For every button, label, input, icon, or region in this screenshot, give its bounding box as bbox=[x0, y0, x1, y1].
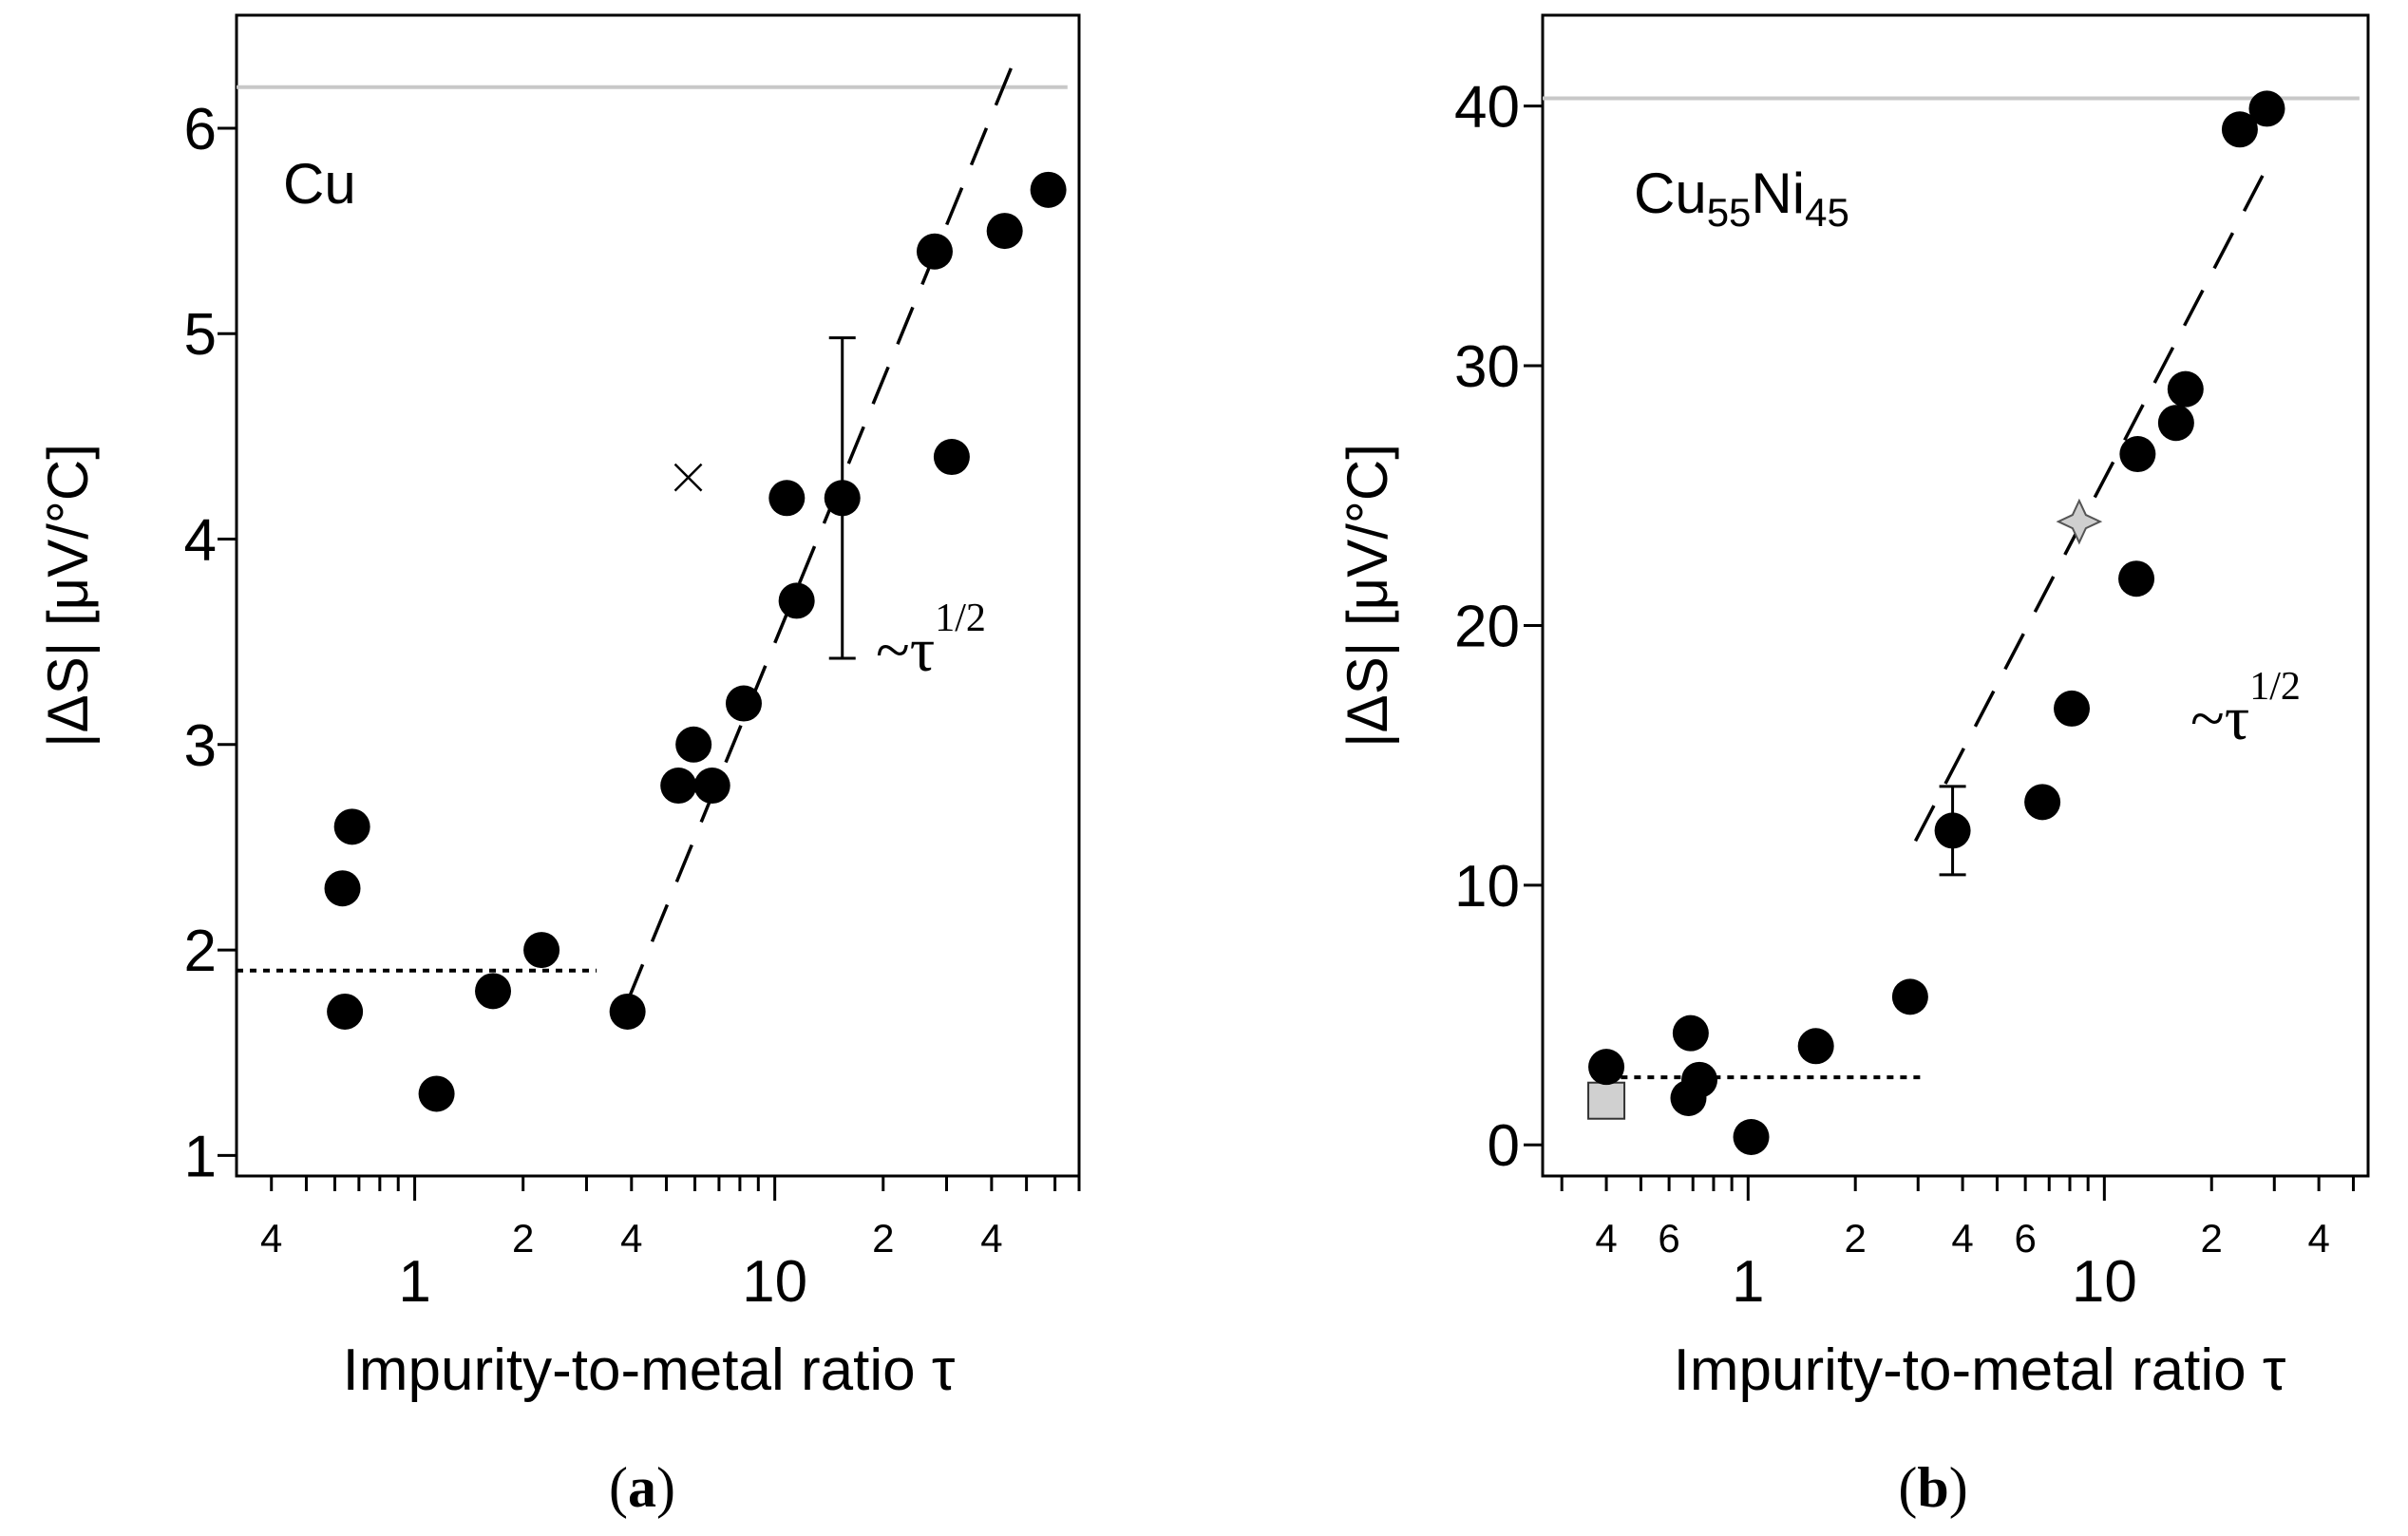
panel-a-sqrt-fit-line bbox=[626, 66, 1014, 1002]
panel-a-data-point bbox=[418, 1075, 455, 1112]
panel-b-label-el1: Cu bbox=[1634, 161, 1707, 225]
panel-b-x-major-tick-label: 10 bbox=[2072, 1249, 2137, 1315]
panel-b-data-point bbox=[1672, 1015, 1709, 1052]
panel-b-y-tick-label: 30 bbox=[1454, 334, 1520, 400]
panel-b-data-point bbox=[2167, 370, 2204, 408]
panel-a-cross-point bbox=[673, 463, 703, 492]
panel-b-x-minor-tick-label: 4 bbox=[2307, 1216, 2329, 1261]
panel-a-y-tick-label: 5 bbox=[184, 302, 217, 368]
panel-b-caption: (b) bbox=[1898, 1456, 1967, 1519]
panel-b-caption-open: ( bbox=[1898, 1456, 1917, 1519]
panel-b-data-point bbox=[2157, 405, 2194, 442]
panel-a-caption-open: ( bbox=[609, 1456, 628, 1519]
panel-b-x-minor-tick-label: 2 bbox=[1845, 1216, 1867, 1261]
panel-a-data-point bbox=[1030, 171, 1067, 208]
panel-b-label-el2: Ni bbox=[1751, 161, 1805, 225]
panel-b-data-point bbox=[2054, 690, 2091, 727]
panel-b-y-tick-label: 10 bbox=[1454, 854, 1520, 920]
panel-b-x-axis-label: Impurity-to-metal ratio τ bbox=[1674, 1337, 2286, 1403]
panel-b-caption-letter: b bbox=[1917, 1456, 1948, 1519]
panel-a-caption-letter: a bbox=[628, 1456, 656, 1519]
panel-a-y-tick-label: 2 bbox=[184, 919, 217, 984]
panel-a-data-point bbox=[324, 870, 361, 907]
panel-b-x-minor-tick-label: 6 bbox=[1658, 1216, 1679, 1261]
panel-a-y-tick-label: 6 bbox=[184, 97, 217, 162]
panel-b-y-tick-label: 40 bbox=[1454, 75, 1520, 141]
panel-b-data-point bbox=[1733, 1118, 1770, 1155]
panel-a-data-point bbox=[675, 726, 712, 763]
panel-a-data-point bbox=[768, 480, 806, 517]
panel-a-caption: (a) bbox=[609, 1456, 675, 1519]
panel-a-data-point bbox=[333, 808, 370, 845]
panel-b-data-point bbox=[2118, 560, 2155, 597]
panel-b-x-minor-tick-label: 2 bbox=[2201, 1216, 2223, 1261]
panel-a-data-point bbox=[523, 932, 560, 969]
panel-b-data-point bbox=[1934, 812, 1971, 849]
panel-b-data-point bbox=[2248, 90, 2285, 127]
panel-a-sqrt-annotation: ~τ1/2 bbox=[876, 597, 986, 685]
panel-b: Cu55Ni45 |ΔS| [μV/°C] Impurity-to-metal … bbox=[1336, 13, 2370, 1519]
panel-b-data-point bbox=[2221, 111, 2258, 148]
panel-b-y-axis-label: |ΔS| [μV/°C] bbox=[1336, 444, 1399, 748]
panel-b-y-tick-label: 0 bbox=[1488, 1113, 1520, 1179]
panel-b-data-point bbox=[1588, 1049, 1625, 1086]
panel-b-caption-close: ) bbox=[1949, 1456, 1968, 1519]
panel-b-data-point bbox=[1797, 1028, 1834, 1065]
panel-b-data-point bbox=[1681, 1061, 1718, 1098]
panel-a-x-minor-tick-label: 4 bbox=[620, 1216, 642, 1261]
panel-b-plot-frame bbox=[1541, 13, 2370, 1178]
panel-a-data-point bbox=[327, 993, 364, 1030]
panel-a-x-axis-label: Impurity-to-metal ratio τ bbox=[343, 1337, 956, 1403]
panel-a-plot-frame bbox=[235, 13, 1081, 1178]
panel-a-data-point bbox=[660, 768, 697, 805]
panel-a-data-point bbox=[609, 993, 646, 1030]
panel-b-sqrt-annotation: ~τ1/2 bbox=[2190, 665, 2301, 753]
panel-a-data-point bbox=[725, 685, 762, 722]
panel-b-annotation-exponent: 1/2 bbox=[2249, 665, 2301, 709]
panel-a-caption-close: ) bbox=[656, 1456, 675, 1519]
panel-b-square-point bbox=[1587, 1081, 1626, 1120]
panel-a-data-point bbox=[824, 480, 861, 517]
panel-a-data-point bbox=[916, 233, 953, 270]
panel-a-data-point bbox=[778, 582, 815, 619]
panel-a-data-point bbox=[986, 213, 1023, 250]
panel-a-material-label: Cu bbox=[283, 152, 356, 216]
panel-a-x-minor-tick-label: 2 bbox=[512, 1216, 534, 1261]
panel-a-y-tick-label: 4 bbox=[184, 508, 217, 574]
panel-b-data-point bbox=[1891, 978, 1928, 1015]
panel-b-x-minor-tick-label: 4 bbox=[1595, 1216, 1617, 1261]
panel-a-annotation-exponent: 1/2 bbox=[935, 597, 986, 640]
panel-a-x-major-tick-label: 10 bbox=[742, 1249, 807, 1315]
panel-a-y-axis-label: |ΔS| [μV/°C] bbox=[36, 444, 100, 748]
panel-b-annotation-base: ~τ bbox=[2190, 684, 2249, 753]
panel-a: Cu |ΔS| [μV/°C] Impurity-to-metal ratio … bbox=[36, 13, 1081, 1519]
panel-a-data-point bbox=[933, 439, 970, 476]
panel-b-y-tick-label: 20 bbox=[1454, 594, 1520, 659]
panel-a-x-minor-tick-label: 4 bbox=[980, 1216, 1002, 1261]
panel-b-x-minor-tick-label: 6 bbox=[2014, 1216, 2036, 1261]
panel-a-x-minor-tick-label: 4 bbox=[260, 1216, 282, 1261]
panel-b-x-minor-tick-label: 4 bbox=[1951, 1216, 1973, 1261]
panel-a-x-minor-tick-label: 2 bbox=[872, 1216, 894, 1261]
panel-b-data-point bbox=[2119, 436, 2156, 473]
panel-a-y-tick-label: 1 bbox=[184, 1124, 217, 1189]
panel-a-y-tick-label: 3 bbox=[184, 713, 217, 779]
panel-b-label-sub2: 45 bbox=[1805, 190, 1849, 235]
panel-b-material-label: Cu55Ni45 bbox=[1634, 161, 1849, 235]
panel-a-x-major-tick-label: 1 bbox=[398, 1249, 430, 1315]
panel-b-label-sub1: 55 bbox=[1707, 190, 1752, 235]
panel-b-x-major-tick-label: 1 bbox=[1732, 1249, 1764, 1315]
panel-b-star-point bbox=[2056, 498, 2103, 545]
panel-a-data-point bbox=[475, 973, 512, 1010]
panel-a-data-point bbox=[693, 768, 730, 805]
panel-b-data-point bbox=[2024, 784, 2061, 821]
panel-a-annotation-base: ~τ bbox=[876, 616, 935, 685]
